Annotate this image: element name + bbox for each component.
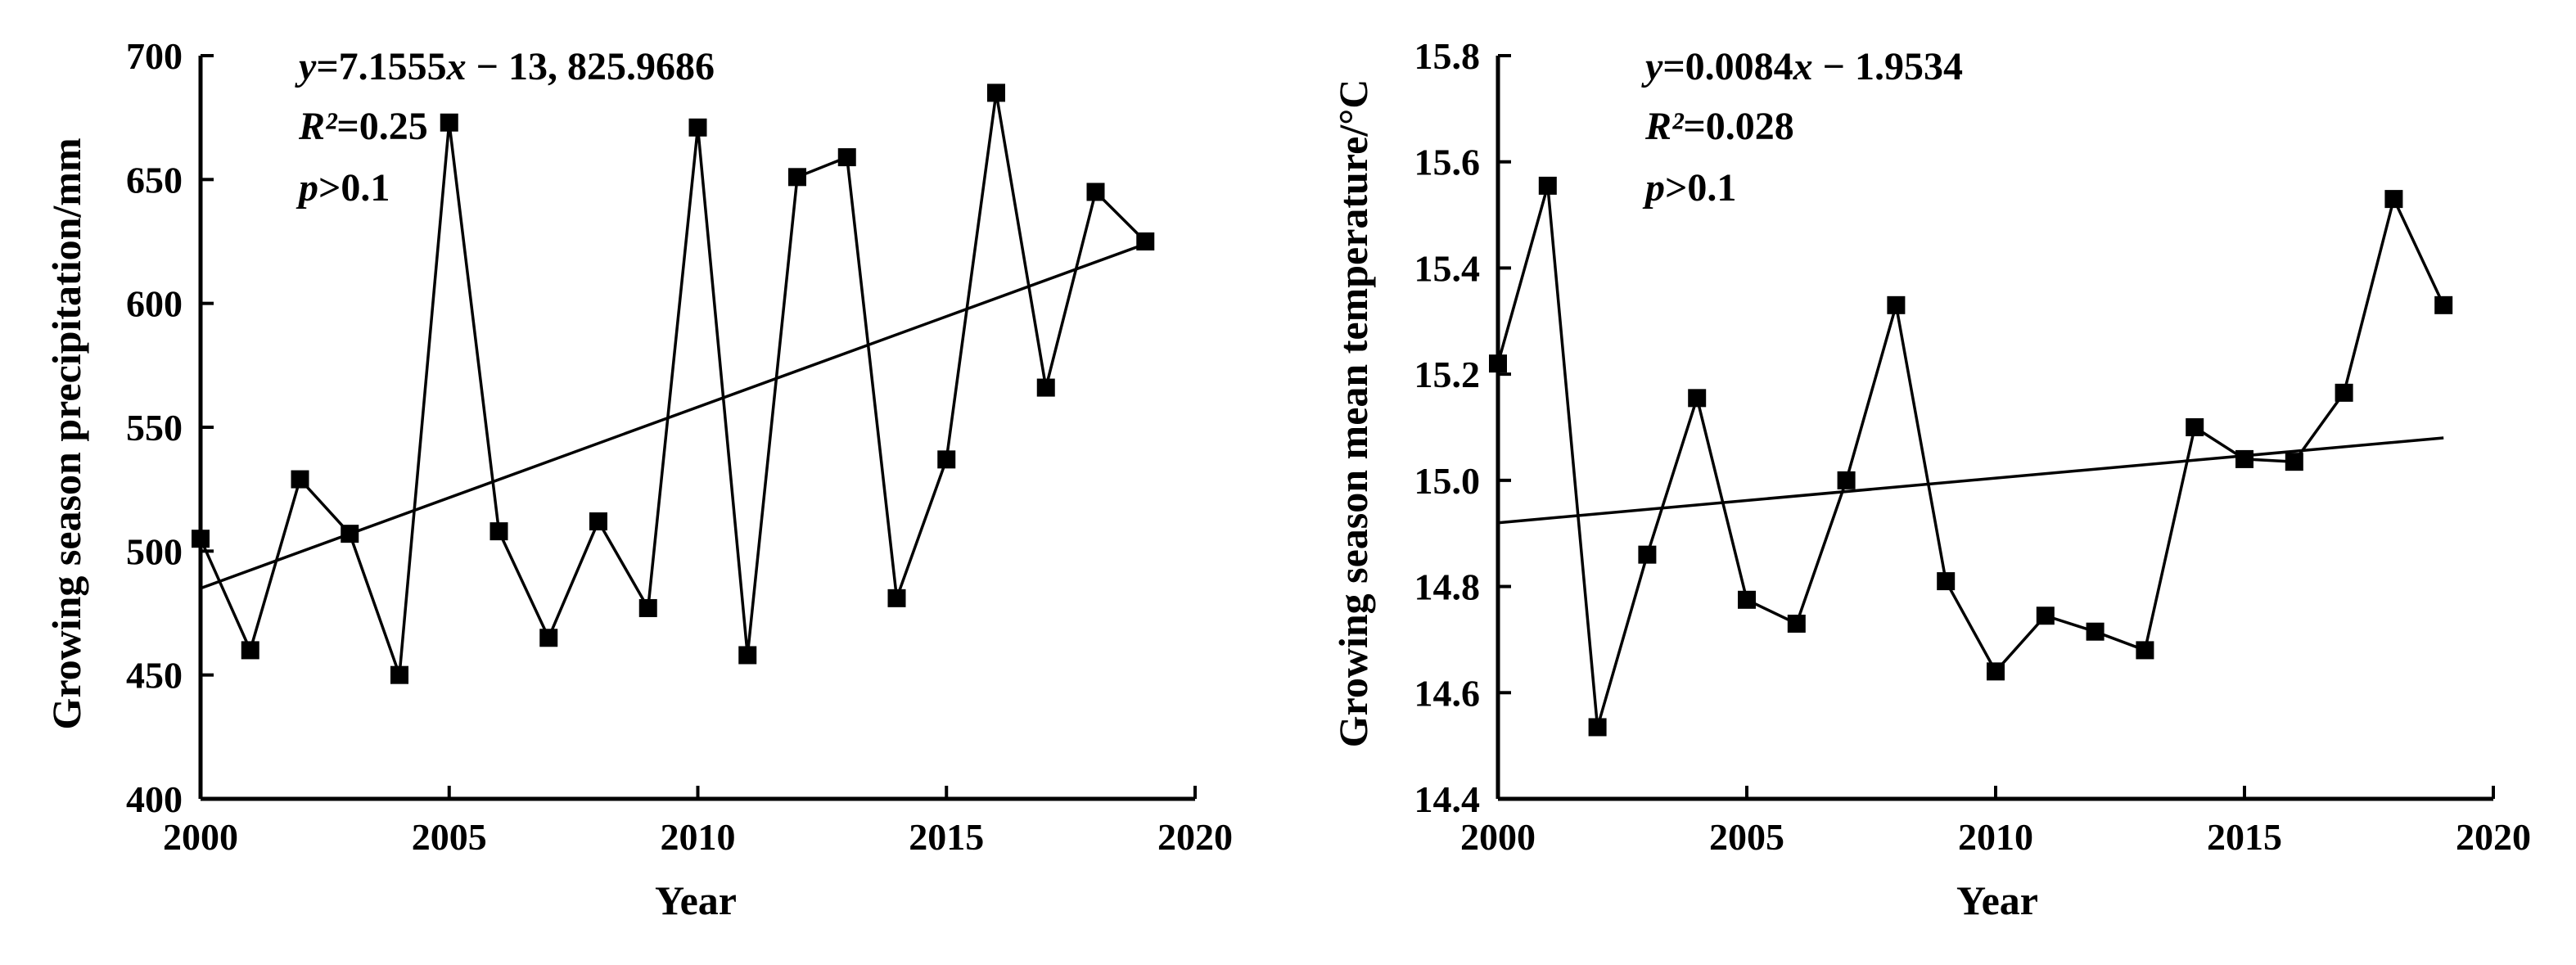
y-tick-label: 500	[126, 530, 183, 572]
data-point-2002	[1588, 718, 1607, 737]
y-axis-title: Growing season mean temperature/°C	[1330, 79, 1376, 748]
data-point-2015	[2235, 449, 2253, 468]
y-tick-label: 15.6	[1414, 142, 1481, 183]
y-tick-label: 450	[126, 655, 183, 697]
x-tick-label: 2010	[1958, 816, 2033, 858]
data-point-2001	[241, 641, 259, 660]
data-point-2014	[2186, 418, 2204, 436]
regression-equation: y=7.1555x − 13, 825.9686	[295, 45, 715, 88]
y-axis-title: Growing season precipitation/mm	[43, 138, 89, 729]
y-tick-label: 400	[126, 778, 183, 820]
regression-equation: y=0.0084x − 1.9534	[1641, 45, 1963, 88]
data-point-2004	[1688, 389, 1707, 408]
data-point-2019	[2434, 295, 2453, 314]
data-point-2010	[1987, 662, 2005, 681]
x-tick-label: 2015	[909, 816, 984, 858]
data-point-2009	[638, 598, 657, 617]
data-point-2016	[2285, 453, 2303, 471]
data-point-2006	[489, 522, 508, 541]
y-tick-label: 14.8	[1414, 566, 1481, 608]
data-point-2006	[1787, 614, 1806, 633]
data-point-2016	[987, 83, 1005, 102]
data-point-2008	[1887, 295, 1906, 314]
series-line	[199, 92, 1147, 676]
axis-ticks: 2000 2005 2010 2015 2020 14.4 14.6 14.8 15.0 15.2…	[1414, 35, 2532, 858]
data-point-2003	[341, 525, 359, 543]
data-point-2013	[2136, 641, 2154, 660]
data-point-2018	[1086, 183, 1105, 201]
data-point-2018	[2384, 190, 2403, 209]
data-point-2001	[1538, 176, 1557, 195]
y-tick-label: 650	[126, 159, 183, 201]
data-point-2019	[1136, 232, 1155, 250]
p-value: p>0.1	[1642, 166, 1736, 210]
data-point-2003	[1638, 545, 1657, 564]
y-tick-label: 700	[126, 35, 183, 77]
data-point-2017	[1036, 378, 1055, 397]
x-tick-label: 2000	[163, 816, 238, 858]
x-tick-label: 2020	[2456, 816, 2531, 858]
y-tick-label: 15.2	[1414, 354, 1481, 395]
data-point-2005	[440, 113, 458, 132]
y-tick-label: 550	[126, 407, 183, 449]
x-tick-label: 2000	[1460, 816, 1536, 858]
y-tick-label: 600	[126, 283, 183, 325]
data-point-2005	[1738, 590, 1756, 609]
y-tick-label: 14.6	[1414, 672, 1481, 714]
data-point-2015	[937, 450, 956, 469]
y-tick-label: 14.4	[1414, 778, 1481, 820]
axis-ticks: 2000 2005 2010 2015 2020 400 450 500 550 600 650 70…	[126, 35, 1233, 858]
p-value: p>0.1	[295, 166, 390, 210]
data-point-2009	[1937, 572, 1956, 591]
r-squared: R²=0.028	[1644, 105, 1794, 148]
x-tick-label: 2020	[1157, 816, 1233, 858]
data-point-2010	[688, 118, 707, 137]
data-point-2011	[2036, 607, 2055, 625]
data-point-2002	[291, 470, 309, 489]
y-tick-label: 15.4	[1414, 247, 1481, 289]
data-point-2008	[589, 512, 607, 531]
data-point-2004	[390, 665, 408, 684]
trend-line	[1497, 436, 2444, 525]
x-tick-label: 2005	[1709, 816, 1784, 858]
temperature-chart: Growing season mean temperature/°C Year …	[1330, 35, 2531, 923]
data-point-2011	[738, 646, 757, 665]
data-point-2007	[1837, 471, 1856, 489]
y-tick-label: 15.8	[1414, 35, 1481, 77]
x-tick-label: 2015	[2207, 816, 2282, 858]
data-point-2012	[788, 168, 806, 187]
data-point-2017	[2335, 383, 2353, 402]
r-squared: R²=0.25	[298, 105, 428, 148]
plot-area	[1489, 176, 2453, 737]
precipitation-chart: Growing season precipitation/mm Year y=7…	[43, 35, 1233, 923]
data-point-2013	[837, 148, 856, 167]
x-tick-label: 2010	[661, 816, 736, 858]
data-point-2012	[2086, 622, 2105, 641]
data-point-2007	[539, 629, 558, 647]
x-tick-label: 2005	[412, 816, 487, 858]
data-point-2014	[887, 588, 906, 607]
plot-area	[192, 83, 1155, 684]
y-tick-label: 15.0	[1414, 460, 1481, 502]
x-axis-title: Year	[655, 877, 737, 923]
x-axis-title: Year	[1956, 877, 2038, 923]
